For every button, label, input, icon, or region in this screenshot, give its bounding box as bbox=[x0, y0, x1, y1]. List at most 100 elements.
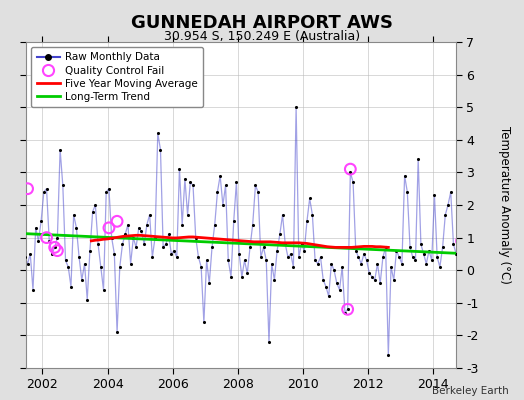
Point bbox=[205, 280, 213, 286]
Point bbox=[78, 277, 86, 283]
Point bbox=[227, 274, 235, 280]
Point bbox=[403, 189, 411, 195]
Point bbox=[221, 182, 230, 189]
Point bbox=[292, 104, 300, 110]
Point bbox=[241, 257, 249, 264]
Point bbox=[430, 192, 439, 198]
Point bbox=[42, 234, 51, 241]
Point bbox=[308, 212, 316, 218]
Point bbox=[262, 257, 270, 264]
Point bbox=[75, 254, 83, 260]
Point bbox=[170, 248, 178, 254]
Point bbox=[110, 251, 118, 257]
Point bbox=[354, 254, 363, 260]
Point bbox=[31, 225, 40, 231]
Point bbox=[395, 254, 403, 260]
Point bbox=[446, 189, 455, 195]
Point bbox=[26, 251, 35, 257]
Point bbox=[59, 182, 67, 189]
Point bbox=[268, 260, 276, 267]
Point bbox=[265, 339, 273, 345]
Point bbox=[42, 186, 51, 192]
Point bbox=[102, 189, 111, 195]
Point bbox=[194, 254, 203, 260]
Point bbox=[376, 280, 385, 286]
Point bbox=[368, 274, 376, 280]
Point bbox=[248, 221, 257, 228]
Point bbox=[324, 293, 333, 300]
Point bbox=[387, 264, 395, 270]
Point bbox=[67, 283, 75, 290]
Point bbox=[20, 254, 29, 260]
Text: Berkeley Earth: Berkeley Earth bbox=[432, 386, 508, 396]
Point bbox=[379, 254, 387, 260]
Point bbox=[165, 231, 173, 238]
Point bbox=[294, 254, 303, 260]
Point bbox=[373, 260, 381, 267]
Point bbox=[29, 286, 37, 293]
Point bbox=[129, 234, 138, 241]
Point bbox=[200, 319, 208, 326]
Point bbox=[37, 218, 45, 224]
Point bbox=[303, 218, 311, 224]
Point bbox=[72, 225, 81, 231]
Point bbox=[441, 212, 450, 218]
Point bbox=[330, 267, 339, 274]
Point bbox=[327, 260, 335, 267]
Point bbox=[270, 277, 279, 283]
Point bbox=[238, 274, 246, 280]
Point bbox=[428, 257, 436, 264]
Point bbox=[273, 248, 281, 254]
Point bbox=[24, 260, 32, 267]
Point bbox=[439, 244, 447, 250]
Point bbox=[254, 189, 263, 195]
Point bbox=[89, 208, 97, 215]
Point bbox=[243, 270, 252, 277]
Point bbox=[235, 251, 243, 257]
Point bbox=[148, 254, 157, 260]
Point bbox=[343, 306, 352, 312]
Point bbox=[411, 257, 420, 264]
Point bbox=[213, 189, 222, 195]
Point bbox=[433, 254, 441, 260]
Point bbox=[167, 251, 176, 257]
Y-axis label: Temperature Anomaly (°C): Temperature Anomaly (°C) bbox=[498, 126, 511, 284]
Point bbox=[338, 264, 346, 270]
Point bbox=[300, 248, 309, 254]
Point bbox=[281, 241, 289, 247]
Point bbox=[287, 251, 295, 257]
Point bbox=[400, 172, 409, 179]
Point bbox=[419, 251, 428, 257]
Point bbox=[352, 248, 360, 254]
Point bbox=[135, 225, 143, 231]
Point bbox=[83, 296, 91, 303]
Point bbox=[349, 179, 357, 185]
Point bbox=[137, 228, 146, 234]
Point bbox=[425, 248, 433, 254]
Point bbox=[10, 215, 18, 221]
Point bbox=[143, 221, 151, 228]
Point bbox=[121, 231, 129, 238]
Point bbox=[70, 212, 78, 218]
Point bbox=[311, 257, 319, 264]
Point bbox=[34, 238, 42, 244]
Point bbox=[230, 218, 238, 224]
Point bbox=[13, 241, 21, 247]
Point bbox=[360, 251, 368, 257]
Point bbox=[40, 189, 48, 195]
Point bbox=[278, 212, 287, 218]
Point bbox=[276, 231, 284, 238]
Point bbox=[53, 234, 62, 241]
Point bbox=[208, 244, 216, 250]
Point bbox=[50, 244, 59, 250]
Point bbox=[435, 264, 444, 270]
Point bbox=[113, 218, 121, 224]
Point bbox=[381, 244, 390, 250]
Point bbox=[105, 186, 113, 192]
Point bbox=[113, 329, 121, 335]
Point bbox=[457, 238, 466, 244]
Point bbox=[45, 238, 53, 244]
Point bbox=[357, 260, 365, 267]
Point bbox=[455, 231, 463, 238]
Point bbox=[305, 195, 314, 202]
